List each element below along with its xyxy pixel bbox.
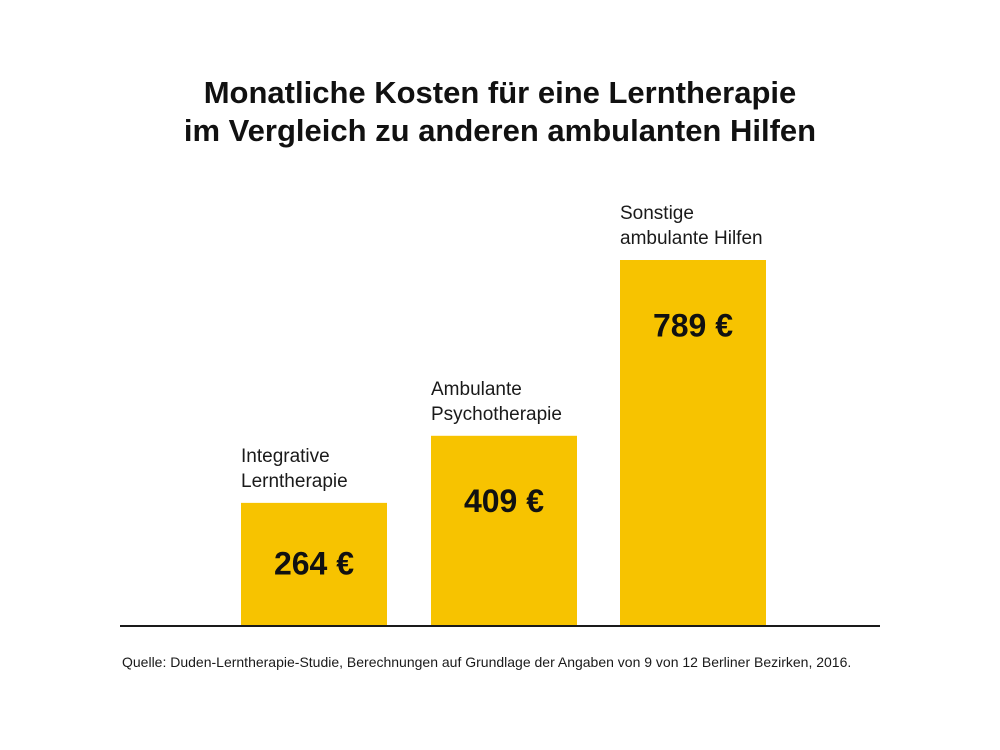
source-note: Quelle: Duden-Lerntherapie-Studie, Berec… <box>122 654 852 670</box>
bar-category-label-1-line-1: Integrative <box>241 446 330 467</box>
bar-category-label-1-line-2: Lerntherapie <box>241 471 348 492</box>
bar-1 <box>241 502 387 625</box>
bar-category-label-3-line-2: ambulante Hilfen <box>620 228 763 249</box>
chart-title-line-1: Monatliche Kosten für eine Lerntherapie <box>203 75 797 110</box>
bar-value-label-2: 409 € <box>464 483 544 519</box>
chart-title: Monatliche Kosten für eine Lerntherapie … <box>0 74 1000 150</box>
bar-value-label-3: 789 € <box>653 307 733 343</box>
bar-2 <box>431 435 577 625</box>
bar-category-label-3-line-1: Sonstige <box>620 203 694 224</box>
bar-category-label-2-line-2: Psychotherapie <box>431 404 562 425</box>
chart-title-line-2: im Vergleich zu anderen ambulanten Hilfe… <box>183 113 817 148</box>
bar-value-label-1: 264 € <box>274 545 354 581</box>
bar-category-label-2-line-1: Ambulante <box>431 379 522 400</box>
bar-3 <box>620 260 766 625</box>
